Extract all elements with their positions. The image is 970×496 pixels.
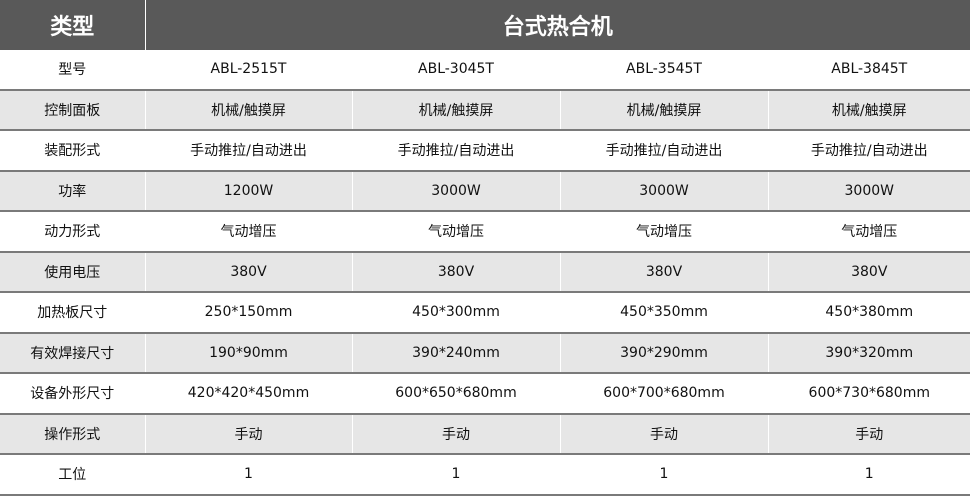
cell-value: 机械/触摸屏 xyxy=(560,89,769,131)
cell-value: 450*350mm xyxy=(560,292,769,334)
cell-value: ABL-2515T xyxy=(145,50,353,91)
table-row: 控制面板 机械/触摸屏 机械/触摸屏 机械/触摸屏 机械/触摸屏 xyxy=(0,89,970,131)
spec-rows: 型号 ABL-2515T ABL-3045T ABL-3545T ABL-3845T 控制… xyxy=(0,50,970,496)
row-label: 控制面板 xyxy=(0,89,146,131)
cell-value: 450*300mm xyxy=(352,292,561,334)
row-label: 动力形式 xyxy=(0,211,146,253)
cell-value: 600*650*680mm xyxy=(352,373,561,415)
row-label: 操作形式 xyxy=(0,413,146,455)
table-row: 装配形式 手动推拉/自动进出 手动推拉/自动进出 手动推拉/自动进出 手动推拉/自动进出 xyxy=(0,130,970,172)
table-row: 有效焊接尺寸 190*90mm 390*240mm 390*290mm 390*320m… xyxy=(0,332,970,374)
cell-value: 气动增压 xyxy=(560,211,769,253)
row-label: 有效焊接尺寸 xyxy=(0,332,146,374)
cell-value: 390*290mm xyxy=(560,332,769,374)
type-header: 类型 xyxy=(0,0,146,50)
row-label: 使用电压 xyxy=(0,251,146,293)
cell-value: 机械/触摸屏 xyxy=(352,89,561,131)
cell-value: 190*90mm xyxy=(145,332,353,374)
cell-value: 1 xyxy=(145,454,353,496)
cell-value: 3000W xyxy=(352,170,561,212)
table-row: 动力形式 气动增压 气动增压 气动增压 气动增压 xyxy=(0,211,970,253)
cell-value: ABL-3045T xyxy=(352,50,561,91)
row-label: 功率 xyxy=(0,170,146,212)
row-label: 型号 xyxy=(0,50,146,91)
cell-value: 3000W xyxy=(560,170,769,212)
category-header: 台式热合机 xyxy=(145,0,970,50)
cell-value: 380V xyxy=(352,251,561,293)
cell-value: 手动 xyxy=(145,413,353,455)
cell-value: 390*320mm xyxy=(768,332,970,374)
table-row: 使用电压 380V 380V 380V 380V xyxy=(0,251,970,293)
cell-value: 1200W xyxy=(145,170,353,212)
cell-value: 600*730*680mm xyxy=(768,373,970,415)
row-label: 设备外形尺寸 xyxy=(0,373,146,415)
cell-value: 机械/触摸屏 xyxy=(145,89,353,131)
cell-value: 手动 xyxy=(768,413,970,455)
cell-value: 3000W xyxy=(768,170,970,212)
cell-value: 手动推拉/自动进出 xyxy=(145,130,353,172)
cell-value: 380V xyxy=(145,251,353,293)
cell-value: ABL-3545T xyxy=(560,50,769,91)
cell-value: ABL-3845T xyxy=(768,50,970,91)
cell-value: 250*150mm xyxy=(145,292,353,334)
cell-value: 手动推拉/自动进出 xyxy=(352,130,561,172)
cell-value: 手动 xyxy=(560,413,769,455)
cell-value: 手动推拉/自动进出 xyxy=(560,130,769,172)
cell-value: 600*700*680mm xyxy=(560,373,769,415)
row-label: 加热板尺寸 xyxy=(0,292,146,334)
cell-value: 380V xyxy=(560,251,769,293)
table-row: 操作形式 手动 手动 手动 手动 xyxy=(0,413,970,455)
cell-value: 1 xyxy=(560,454,769,496)
cell-value: 气动增压 xyxy=(145,211,353,253)
cell-value: 气动增压 xyxy=(768,211,970,253)
header-row: 类型 台式热合机 xyxy=(0,0,970,50)
table-row: 工位 1 1 1 1 xyxy=(0,454,970,496)
cell-value: 450*380mm xyxy=(768,292,970,334)
cell-value: 420*420*450mm xyxy=(145,373,353,415)
cell-value: 390*240mm xyxy=(352,332,561,374)
row-label: 工位 xyxy=(0,454,146,496)
cell-value: 手动推拉/自动进出 xyxy=(768,130,970,172)
cell-value: 1 xyxy=(352,454,561,496)
table-row: 型号 ABL-2515T ABL-3045T ABL-3545T ABL-3845T xyxy=(0,50,970,91)
cell-value: 380V xyxy=(768,251,970,293)
table-row: 设备外形尺寸 420*420*450mm 600*650*680mm 600*700*… xyxy=(0,373,970,415)
table-row: 加热板尺寸 250*150mm 450*300mm 450*350mm 450*380m… xyxy=(0,292,970,334)
cell-value: 1 xyxy=(768,454,970,496)
table-row: 功率 1200W 3000W 3000W 3000W xyxy=(0,170,970,212)
cell-value: 气动增压 xyxy=(352,211,561,253)
cell-value: 手动 xyxy=(352,413,561,455)
cell-value: 机械/触摸屏 xyxy=(768,89,970,131)
row-label: 装配形式 xyxy=(0,130,146,172)
